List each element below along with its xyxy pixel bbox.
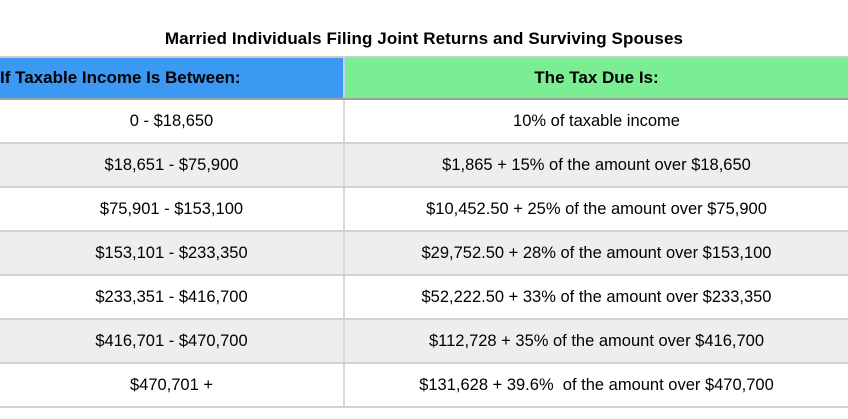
income-range-cell: $470,701 +: [0, 363, 345, 408]
table-header-row: If Taxable Income Is Between: The Tax Du…: [0, 56, 848, 100]
table-row: $18,651 - $75,900 $1,865 + 15% of the am…: [0, 143, 848, 188]
tax-due-cell: 10% of taxable income: [344, 99, 848, 144]
column-header-taxable-income: If Taxable Income Is Between:: [0, 56, 345, 100]
tax-due-cell: $112,728 + 35% of the amount over $416,7…: [344, 319, 848, 364]
table-row: $233,351 - $416,700 $52,222.50 + 33% of …: [0, 275, 848, 320]
table-row: $75,901 - $153,100 $10,452.50 + 25% of t…: [0, 187, 848, 232]
tax-due-cell: $52,222.50 + 33% of the amount over $233…: [344, 275, 848, 320]
tax-brackets-table: If Taxable Income Is Between: The Tax Du…: [0, 56, 848, 408]
page-title: Married Individuals Filing Joint Returns…: [164, 29, 684, 48]
income-range-cell: $233,351 - $416,700: [0, 275, 345, 320]
tax-due-cell: $1,865 + 15% of the amount over $18,650: [344, 143, 848, 188]
income-range-cell: 0 - $18,650: [0, 99, 345, 144]
table-row: 0 - $18,650 10% of taxable income: [0, 99, 848, 144]
tax-due-cell: $29,752.50 + 28% of the amount over $153…: [344, 231, 848, 276]
income-range-cell: $75,901 - $153,100: [0, 187, 345, 232]
income-range-cell: $416,701 - $470,700: [0, 319, 345, 364]
tax-due-cell: $10,452.50 + 25% of the amount over $75,…: [344, 187, 848, 232]
income-range-cell: $18,651 - $75,900: [0, 143, 345, 188]
table-row: $153,101 - $233,350 $29,752.50 + 28% of …: [0, 231, 848, 276]
table-row: $470,701 + $131,628 + 39.6% of the amoun…: [0, 363, 848, 408]
income-range-cell: $153,101 - $233,350: [0, 231, 345, 276]
tax-due-cell: $131,628 + 39.6% of the amount over $470…: [344, 363, 848, 408]
table-row: $416,701 - $470,700 $112,728 + 35% of th…: [0, 319, 848, 364]
column-header-tax-due: The Tax Due Is:: [344, 56, 848, 100]
